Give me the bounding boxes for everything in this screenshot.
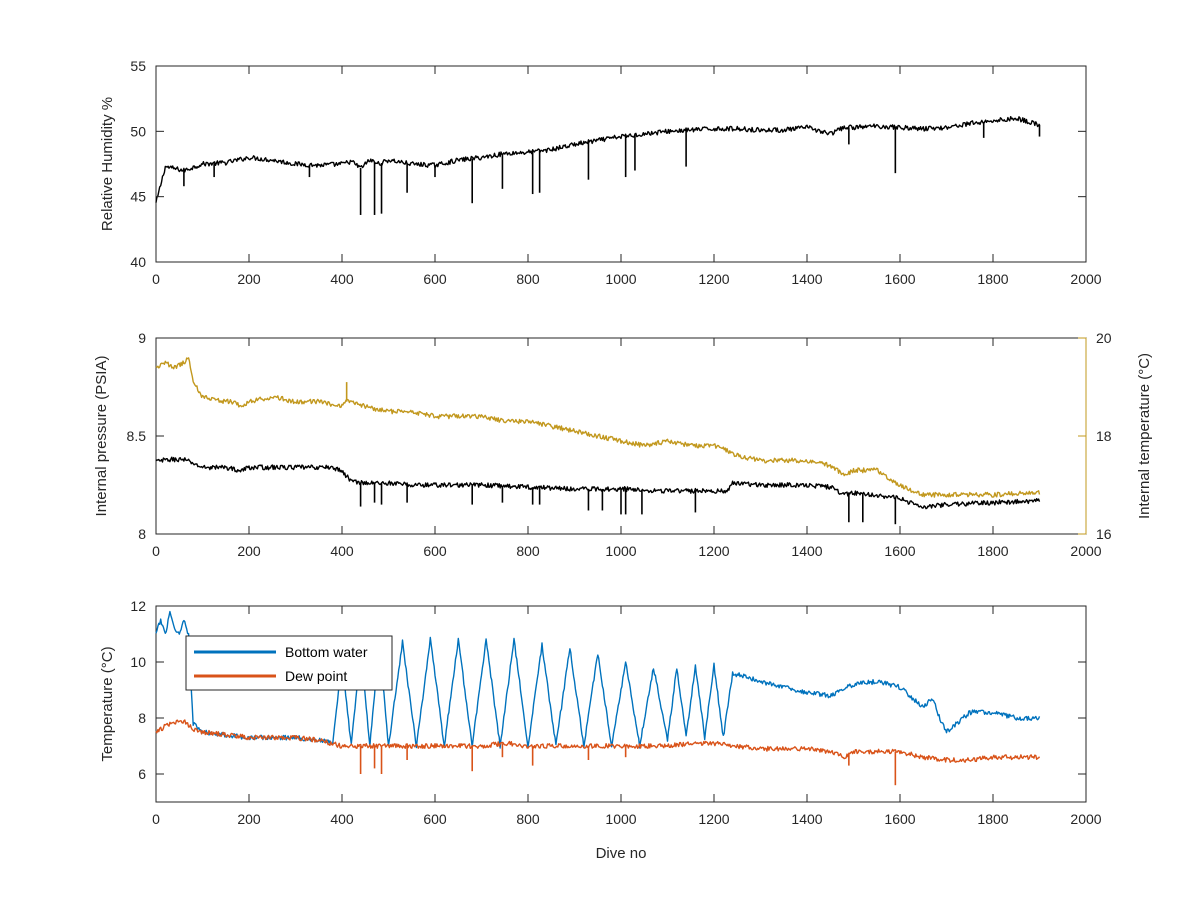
right-y-tick-label: 20 — [1096, 330, 1112, 346]
legend-label-bottom-water: Bottom water — [285, 644, 368, 660]
x-tick-label: 800 — [516, 811, 540, 827]
x-tick-label: 0 — [152, 811, 160, 827]
x-tick-label: 1400 — [791, 271, 822, 287]
x-tick-label: 1000 — [605, 543, 636, 559]
pressure-y-axis-label: Internal pressure (PSIA) — [93, 356, 110, 517]
temperature-right-axis-label: Internal temperature (°C) — [1136, 353, 1153, 519]
y-tick-label: 45 — [130, 189, 146, 205]
y-tick-label: 10 — [130, 654, 146, 670]
bottom-water-line — [155, 610, 1041, 749]
x-tick-label: 1400 — [791, 543, 822, 559]
x-tick-label: 600 — [423, 271, 447, 287]
x-tick-label: 400 — [330, 811, 354, 827]
x-tick-label: 1400 — [791, 811, 822, 827]
right-y-tick-label: 16 — [1096, 526, 1112, 542]
temperature-panel: 0 200 400 600 800 1000 1200 1400 1600 1800 2000 6 8… — [99, 598, 1102, 862]
x-tick-label: 1200 — [698, 271, 729, 287]
y-tick-label: 9 — [138, 330, 146, 346]
x-tick-label: 200 — [237, 811, 261, 827]
legend: Bottom water Dew point — [185, 635, 393, 691]
x-tick-label: 1800 — [977, 543, 1008, 559]
right-y-tick-label: 18 — [1096, 428, 1112, 444]
y-tick-label: 50 — [130, 123, 146, 139]
x-tick-label: 1800 — [977, 271, 1008, 287]
x-tick-label: 1000 — [605, 811, 636, 827]
x-tick-label: 1600 — [884, 543, 915, 559]
y-tick-label: 55 — [130, 58, 146, 74]
x-tick-label: 1600 — [884, 271, 915, 287]
y-tick-label: 8.5 — [127, 428, 147, 444]
x-tick-label: 800 — [516, 271, 540, 287]
x-tick-label: 2000 — [1070, 811, 1101, 827]
series-0-line — [155, 115, 1041, 203]
x-tick-label: 1200 — [698, 543, 729, 559]
x-tick-label: 2000 — [1070, 271, 1101, 287]
y-tick-label: 8 — [138, 526, 146, 542]
x-tick-label: 1800 — [977, 811, 1008, 827]
humidity-y-axis-label: Relative Humidity % — [99, 97, 116, 231]
temperature-plot-area — [155, 605, 1087, 803]
x-tick-label: 200 — [237, 543, 261, 559]
legend-label-dew-point: Dew point — [285, 668, 347, 684]
y-tick-label: 8 — [138, 710, 146, 726]
x-tick-label: 0 — [152, 543, 160, 559]
x-tick-label: 1000 — [605, 271, 636, 287]
dew-point-line — [155, 719, 1041, 763]
x-tick-label: 200 — [237, 271, 261, 287]
humidity-panel: 0 200 400 600 800 1000 1200 1400 1600 1800 2000 40… — [99, 58, 1102, 287]
x-tick-label: 400 — [330, 543, 354, 559]
temperature-y-axis-label: Temperature (°C) — [99, 646, 116, 761]
y-tick-label: 40 — [130, 254, 146, 270]
x-tick-label: 0 — [152, 271, 160, 287]
pressure-panel: 0 200 400 600 800 1000 1200 1400 1600 1800 2000 8 8… — [93, 330, 1153, 559]
series-0-line — [155, 456, 1041, 510]
y-tick-label: 6 — [138, 766, 146, 782]
series-1-line — [155, 357, 1041, 498]
x-tick-label: 600 — [423, 811, 447, 827]
x-tick-label: 400 — [330, 271, 354, 287]
x-axis-label: Dive no — [596, 845, 647, 862]
x-tick-label: 1200 — [698, 811, 729, 827]
x-tick-label: 800 — [516, 543, 540, 559]
x-tick-label: 600 — [423, 543, 447, 559]
y-tick-label: 12 — [130, 598, 146, 614]
x-tick-label: 1600 — [884, 811, 915, 827]
x-tick-label: 2000 — [1070, 543, 1101, 559]
legend-box — [185, 635, 393, 691]
